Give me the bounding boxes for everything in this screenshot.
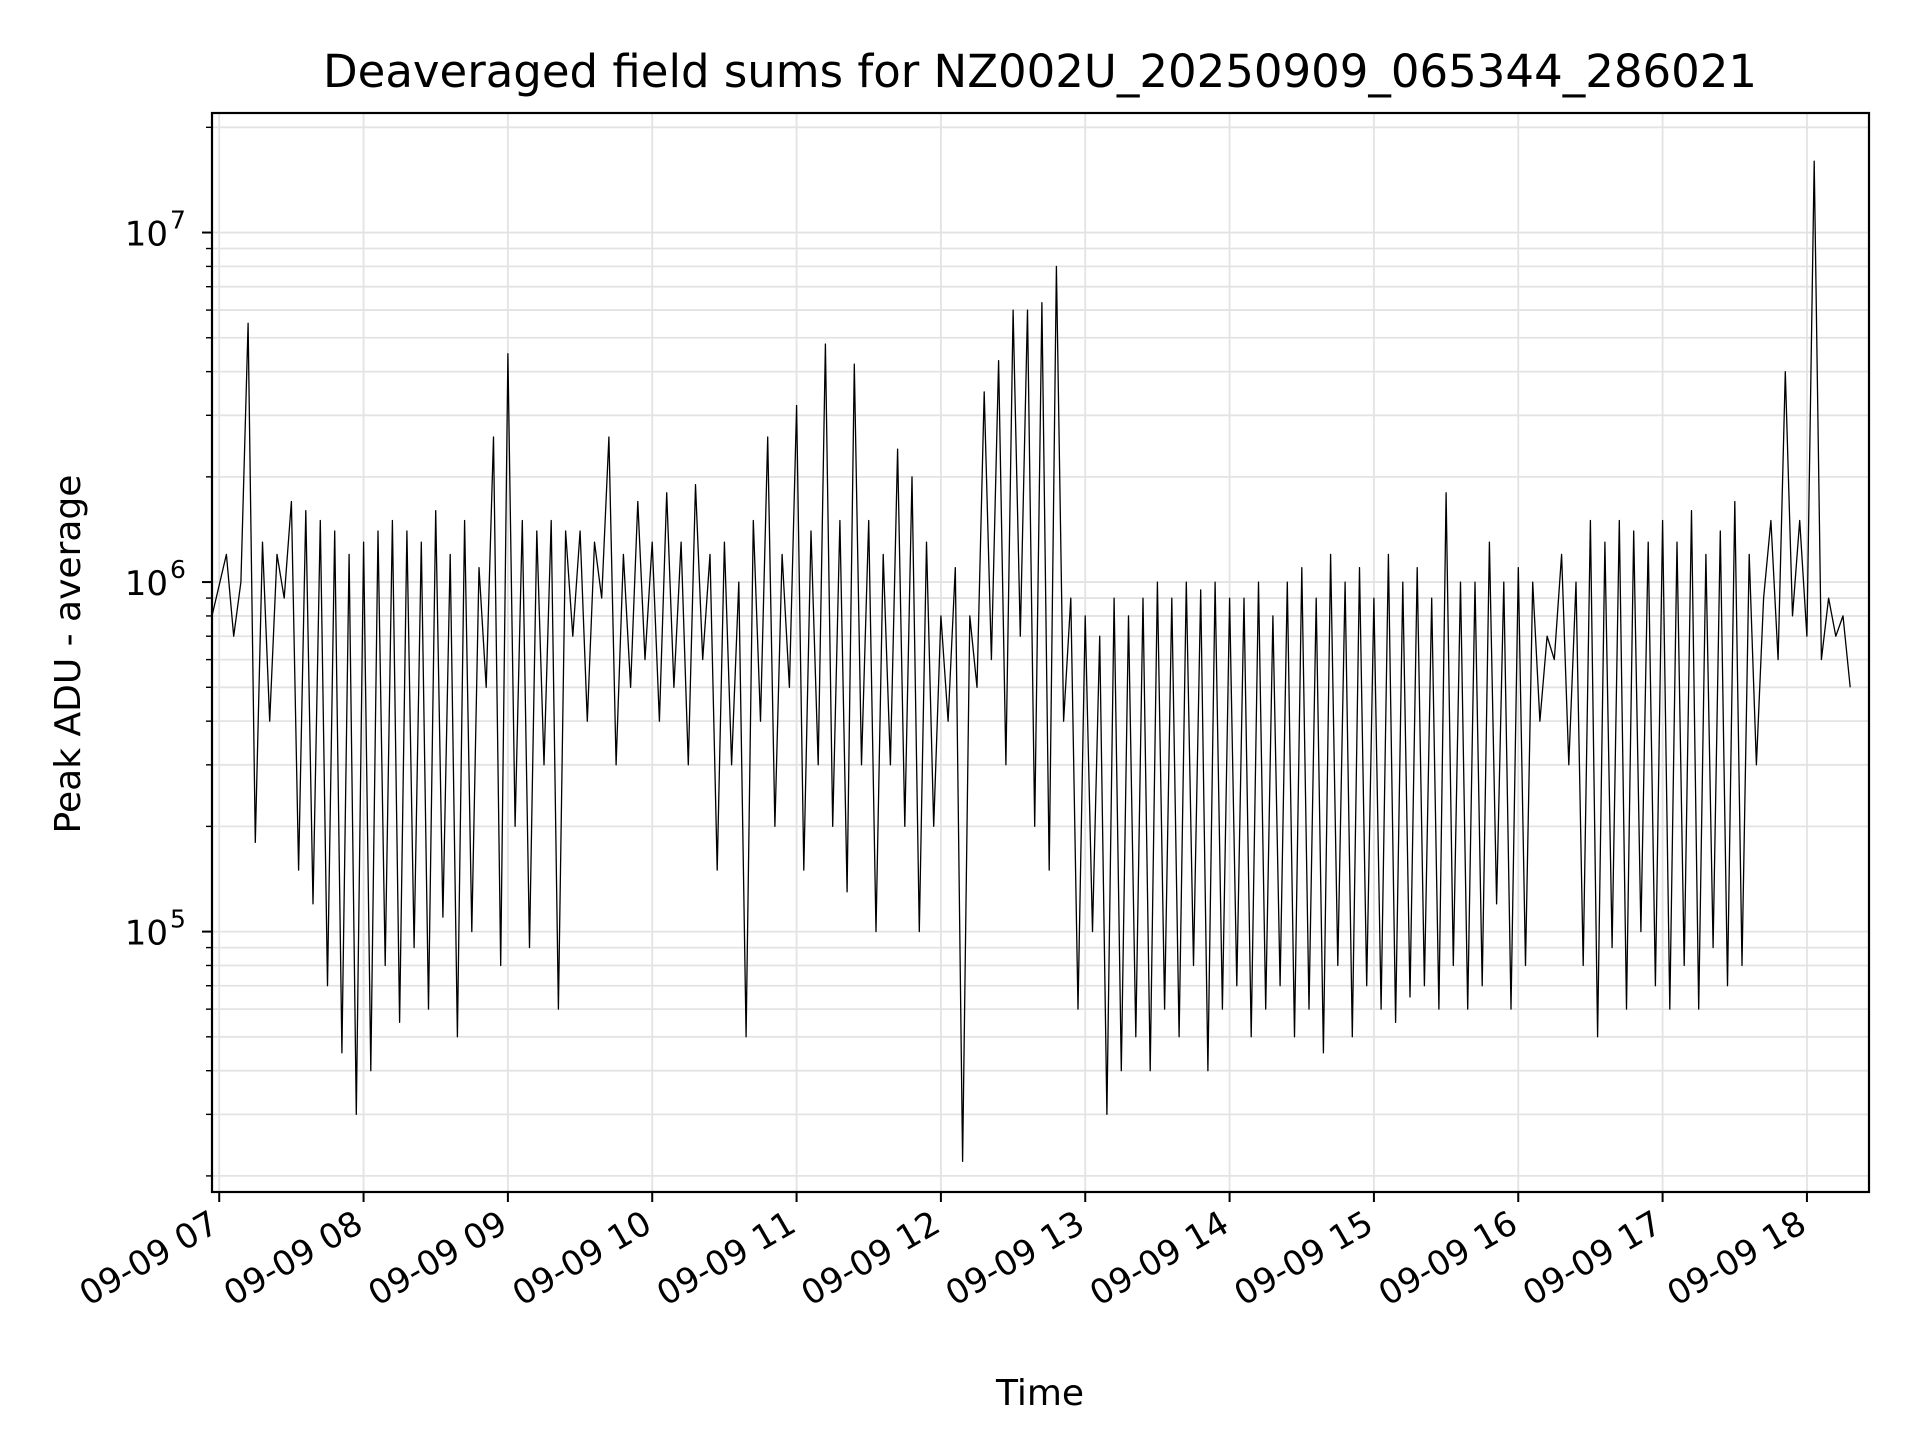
x-axis-label: Time xyxy=(995,1373,1084,1414)
y-tick-label: 10 xyxy=(125,215,168,255)
y-tick-label-exponent: 6 xyxy=(170,555,186,584)
y-tick-label: 10 xyxy=(125,914,168,954)
data-series xyxy=(211,160,1851,1163)
y-tick-label: 10 xyxy=(125,564,168,604)
plot-frame xyxy=(210,111,1871,1194)
series-line xyxy=(211,160,1851,1163)
chart-title: Deaveraged field sums for NZ002U_2025090… xyxy=(323,45,1757,98)
y-tick-label-exponent: 5 xyxy=(170,905,186,934)
y-tick-label-exponent: 7 xyxy=(170,206,186,235)
grid-lines xyxy=(212,113,1869,1192)
y-axis-label: Peak ADU - average xyxy=(48,475,89,834)
